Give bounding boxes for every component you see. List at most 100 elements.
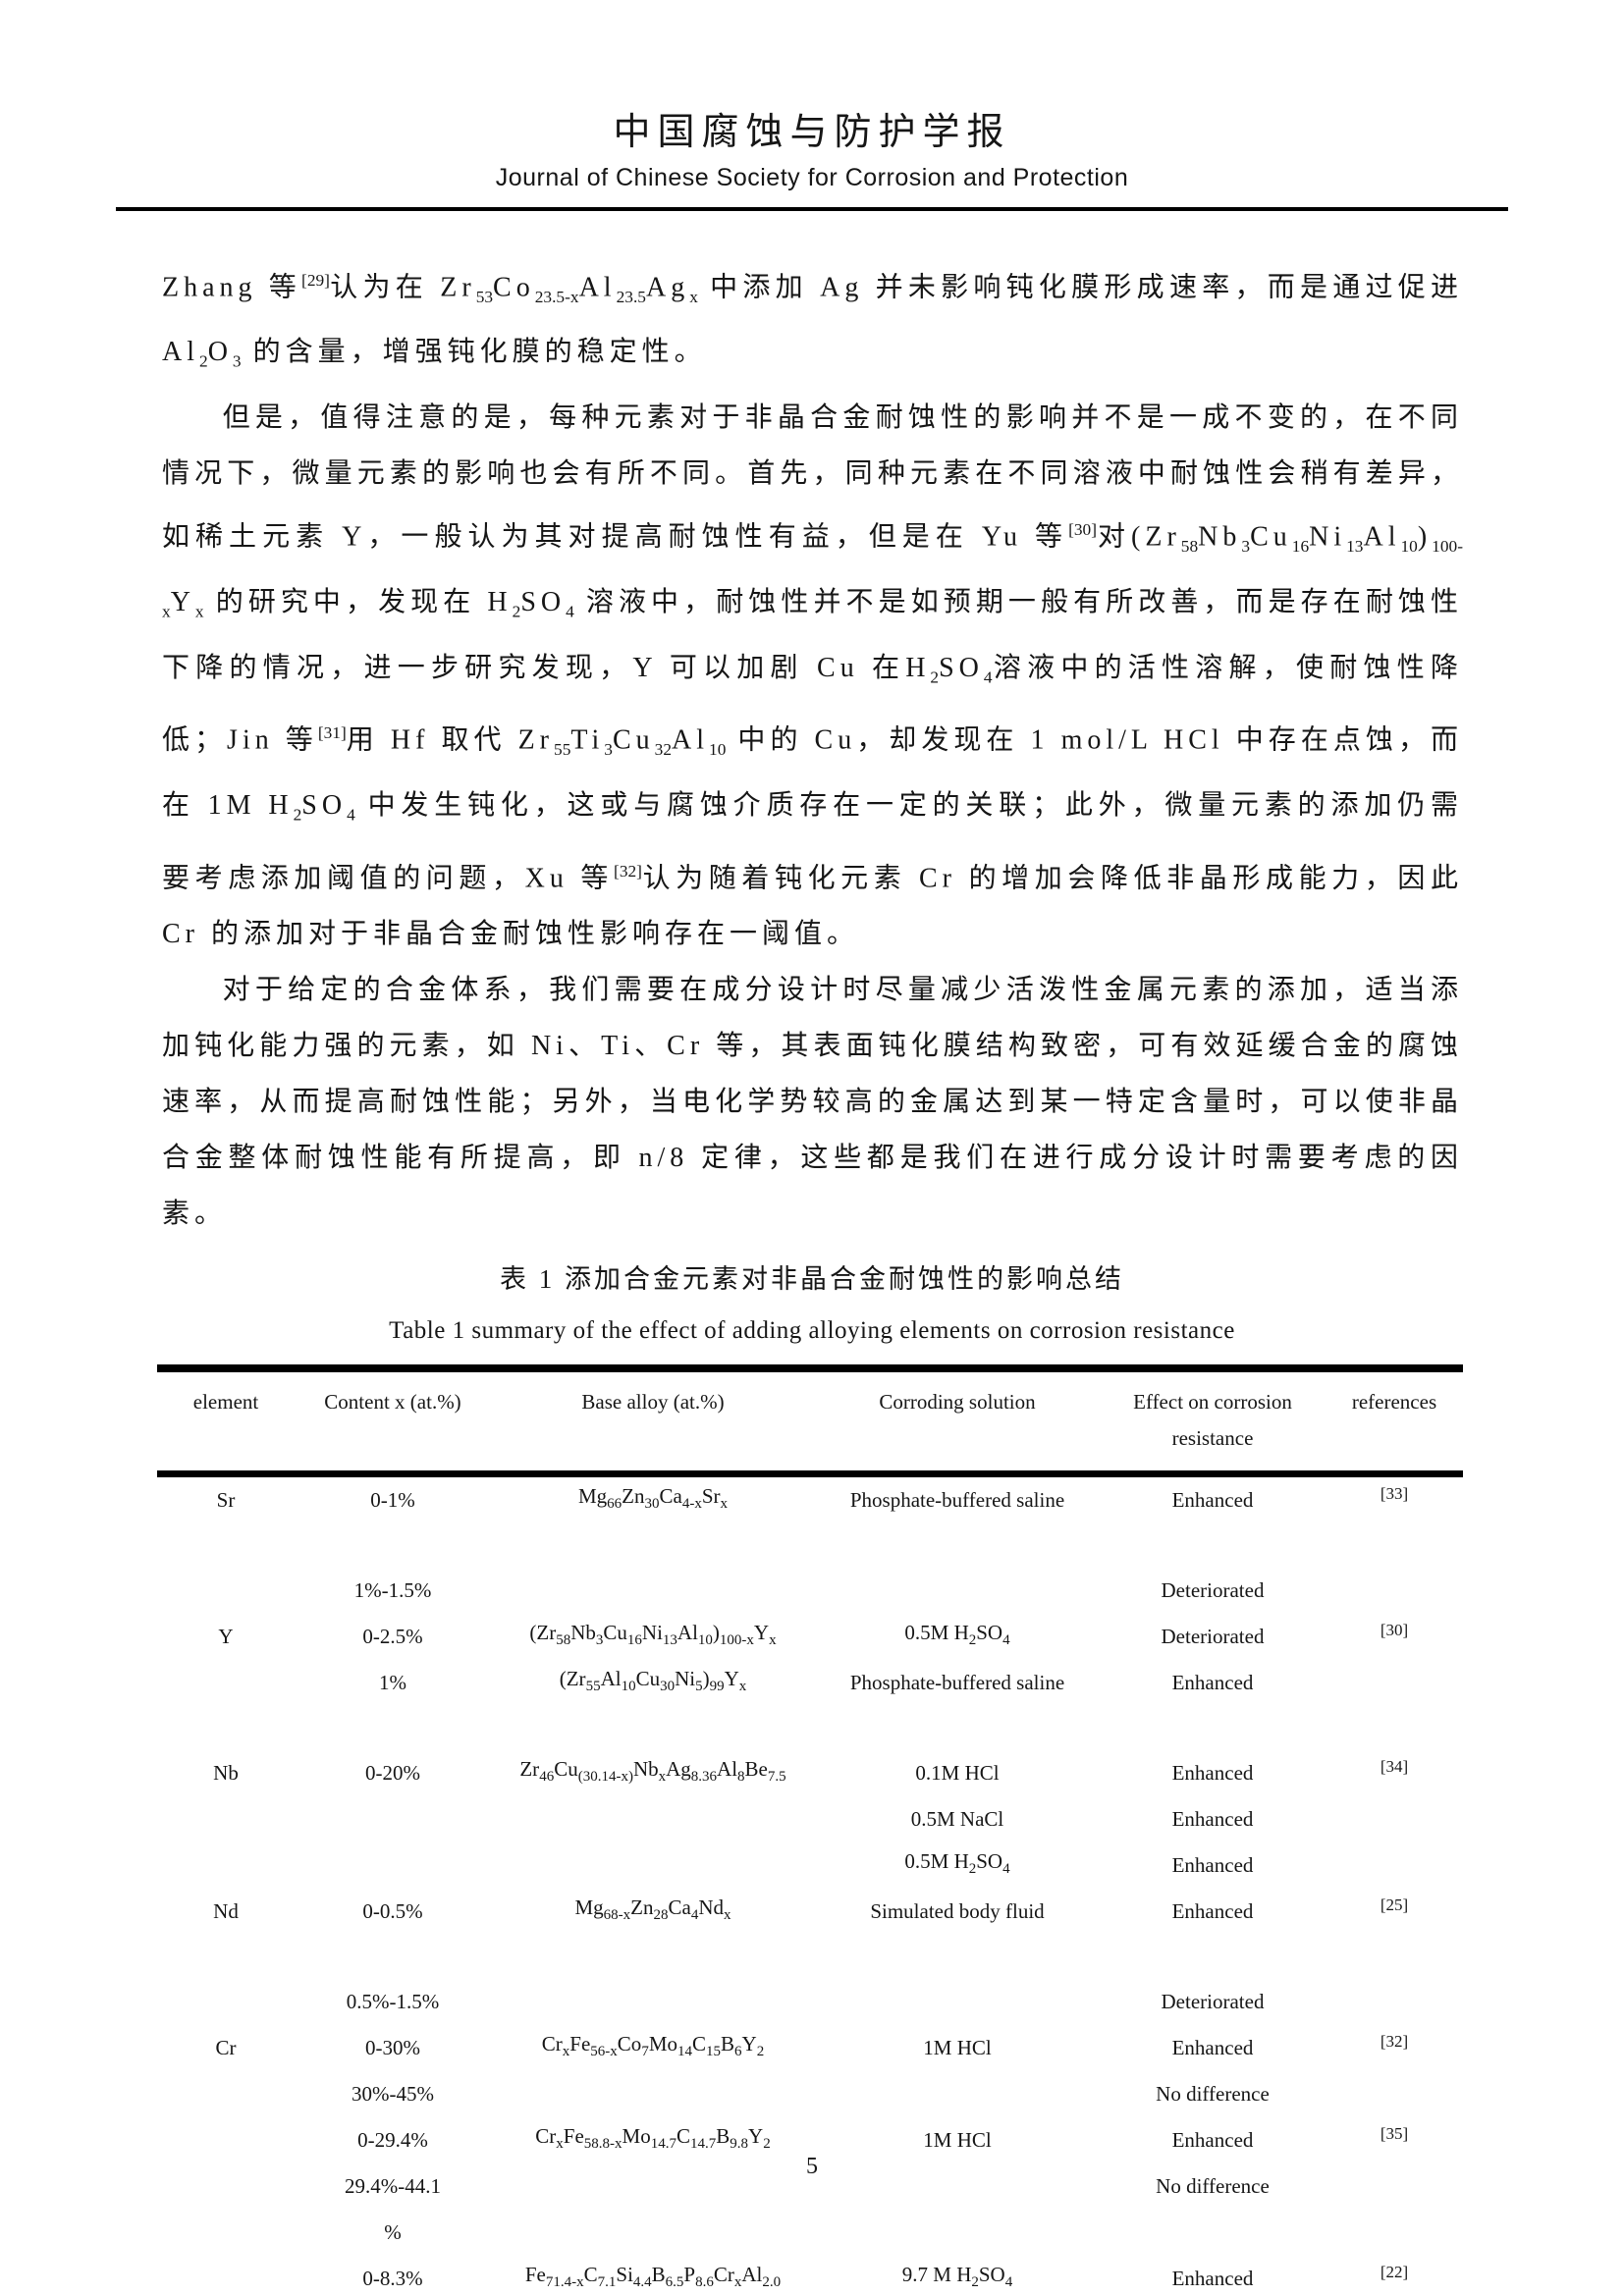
table-head: element Content x (at.%) Base alloy (at.%)… (157, 1367, 1463, 1474)
table-cell: Enhanced (1171, 2267, 1254, 2291)
table-row: 1%-1.5% Deteriorated (157, 1523, 1463, 1614)
table-cell: CrxFe56-xCo7Mo14C15B6Y2 (541, 2032, 765, 2060)
table-cell: Enhanced (1171, 1899, 1254, 1924)
page-number: 5 (806, 2154, 818, 2179)
effects-table: element Content x (at.%) Base alloy (at.%)… (157, 1364, 1463, 2296)
table-row: 1% (Zr55Al10Cu30Ni5)99Yx Phosphate-buffere… (157, 1660, 1463, 1706)
table-cell: No difference (1156, 2174, 1270, 2199)
reference-cell: [25] (1380, 1895, 1409, 1914)
table-cell (157, 1935, 295, 2025)
reference-cell (1326, 1523, 1463, 1614)
table-cell: Fe71.4-xC7.1Si4.4B6.5P8.6CrxAl2.0 (524, 2263, 782, 2291)
table-cell (157, 2071, 295, 2117)
table-cell: 1M HCl (923, 2128, 992, 2153)
table-cell: 0.1M HCl (915, 1761, 1000, 1786)
paragraph: Zhang 等[29]认为在 Zr53Co23.5-xAl23.5Agx 中添加… (162, 270, 1463, 372)
table-cell: (Zr58Nb3Cu16Ni13Al10)100-xYx (529, 1621, 777, 1649)
table-cell: 1%-1.5% (353, 1578, 432, 1603)
table-row: 0-8.3% Fe71.4-xC7.1Si4.4B6.5P8.6CrxAl2.0 9… (157, 2256, 1463, 2296)
reference-cell: [30] (1380, 1620, 1409, 1639)
column-header: references (1351, 1389, 1437, 1414)
column-header: Content x (at.%) (324, 1389, 461, 1414)
table-row: 0.5M H2SO4 Enhanced (157, 1842, 1463, 1889)
table-cell: 0-30% (365, 2036, 420, 2060)
reference-cell (1326, 2210, 1463, 2256)
table-cell: 9.7 M H2SO4 (901, 2263, 1013, 2291)
table-cell (157, 1842, 295, 1889)
table-cell (491, 1842, 815, 1889)
table-cell: 0.5M H2SO4 (904, 1621, 1010, 1649)
table-cell: CrxFe58.8-xMo14.7C14.7B9.8Y2 (535, 2124, 771, 2153)
table-cell: 0-29.4% (357, 2128, 428, 2153)
table-cell: 0-1% (370, 1488, 415, 1513)
reference-cell (1326, 1796, 1463, 1842)
table-cell (815, 1935, 1100, 2025)
table-cell (815, 1523, 1100, 1614)
table-cell (157, 1796, 295, 1842)
table-row: Y 0-2.5% (Zr58Nb3Cu16Ni13Al10)100-xYx 0.5M … (157, 1614, 1463, 1660)
table-cell: Enhanced (1171, 2128, 1254, 2153)
table-cell: 0.5M H2SO4 (904, 1849, 1010, 1878)
table-cell: Deteriorated (1161, 1990, 1265, 2014)
table-cell (491, 1523, 815, 1614)
table-cell (491, 2071, 815, 2117)
table-cell: Zr46Cu(30.14-x)NbxAg8.36Al8Be7.5 (519, 1757, 786, 1786)
table-cell (157, 2256, 295, 2296)
table-caption-zh: 表 1 添加合金元素对非晶合金耐蚀性的影响总结 (500, 1263, 1124, 1294)
journal-title-zh: 中国腐蚀与防护学报 (613, 112, 1011, 153)
column-header: Corroding solution (879, 1389, 1036, 1414)
table-cell: % (384, 2220, 402, 2245)
table-row: 29.4%-44.1 No difference (157, 2163, 1463, 2210)
table-cell: Enhanced (1171, 1807, 1254, 1832)
table-cell (295, 1796, 491, 1842)
table-cell: 30%-45% (352, 2082, 434, 2107)
table-cell (815, 2210, 1100, 2256)
table-cell: Mg68-xZn28Ca4Ndx (574, 1896, 731, 1924)
table-cell: Phosphate-buffered saline (849, 1671, 1065, 1695)
table-row: Nb 0-20% Zr46Cu(30.14-x)NbxAg8.36Al8Be7.5 0… (157, 1706, 1463, 1796)
table-cell: Enhanced (1171, 1488, 1254, 1513)
journal-header: 中国腐蚀与防护学报 Journal of Chinese Society for… (0, 0, 1624, 211)
reference-cell: [34] (1380, 1756, 1409, 1776)
reference-cell (1326, 1842, 1463, 1889)
table-cell: Y (218, 1625, 234, 1649)
table-row: 0.5%-1.5% Deteriorated (157, 1935, 1463, 2025)
table-row: Sr 0-1% Mg66Zn30Ca4-xSrx Phosphate-buffered… (157, 1473, 1463, 1523)
table-row: 30%-45% No difference (157, 2071, 1463, 2117)
table-cell: No difference (1156, 2082, 1270, 2107)
reference-cell: [33] (1380, 1483, 1409, 1503)
table-cell: Enhanced (1171, 1853, 1254, 1878)
table-cell (157, 1523, 295, 1614)
table-cell (491, 1796, 815, 1842)
reference-cell: [32] (1380, 2031, 1409, 2051)
table-cell: Enhanced (1171, 2036, 1254, 2060)
table-cell (157, 1660, 295, 1706)
column-header: Effect on corrosion resistance (1133, 1389, 1292, 1450)
table-cell: Sr (216, 1488, 236, 1513)
table-cell: Mg66Zn30Ca4-xSrx (577, 1484, 729, 1513)
table-cell (815, 2071, 1100, 2117)
table-cell: Simulated body fluid (870, 1899, 1045, 1924)
table-cell: 0-8.3% (362, 2267, 423, 2291)
table-row: Nd 0-0.5% Mg68-xZn28Ca4Ndx Simulated body f… (157, 1889, 1463, 1935)
paragraph: 但是，值得注意的是，每种元素对于非晶合金耐蚀性的影响并不是一成不变的，在不同情况… (162, 402, 1463, 949)
header-rule (116, 206, 1508, 211)
table-row: 0-29.4% CrxFe58.8-xMo14.7C14.7B9.8Y2 1M HC… (157, 2117, 1463, 2163)
table-cell: (Zr55Al10Cu30Ni5)99Yx (559, 1667, 747, 1695)
table-cell: Deteriorated (1161, 1578, 1265, 1603)
table-cell: 0.5M NaCl (910, 1807, 1004, 1832)
reference-cell (1326, 2071, 1463, 2117)
table-cell: Deteriorated (1161, 1625, 1265, 1649)
table-cell: 0.5%-1.5% (346, 1990, 440, 2014)
paragraph: 对于给定的合金体系，我们需要在成分设计时尽量减少活泼性金属元素的添加，适当添加钝… (162, 974, 1463, 1229)
table-cell: 0-2.5% (362, 1625, 423, 1649)
table-header-row: element Content x (at.%) Base alloy (at.%)… (157, 1367, 1463, 1474)
table-cell: 29.4%-44.1 (345, 2174, 441, 2199)
table-cell (491, 1935, 815, 2025)
table-cell: 1% (379, 1671, 406, 1695)
table-cell: 0-20% (365, 1761, 420, 1786)
table-cell: Nd (213, 1899, 239, 1924)
table-cell (157, 2210, 295, 2256)
table-body: Sr 0-1% Mg66Zn30Ca4-xSrx Phosphate-buffered… (157, 1473, 1463, 2296)
